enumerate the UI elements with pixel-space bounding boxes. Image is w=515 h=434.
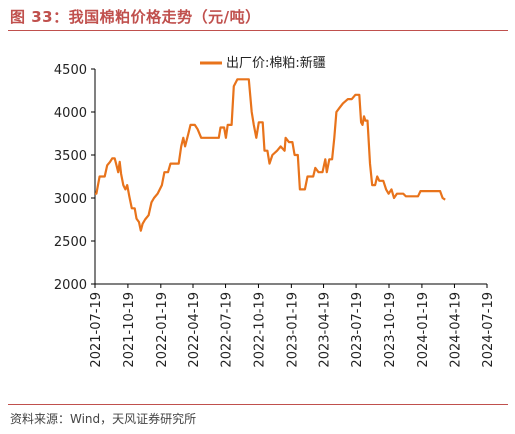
x-tick-label: 2023-07-19	[350, 292, 365, 368]
legend-label: 出厂价:棉粕:新疆	[226, 55, 326, 71]
title-divider	[8, 30, 508, 31]
y-tick-label: 4500	[54, 63, 87, 78]
x-tick-label: 2022-04-19	[187, 292, 202, 368]
x-tick-label: 2024-01-19	[416, 292, 431, 368]
figure-title: 图 33：我国棉粕价格走势（元/吨）	[10, 8, 261, 26]
y-tick-label: 2000	[54, 278, 87, 293]
y-axis-ticks: 2000 2500 3000 3500 4000 4500	[54, 63, 95, 293]
y-tick-label: 2500	[54, 235, 87, 250]
source-divider	[8, 404, 508, 405]
y-tick-label: 4000	[54, 106, 87, 121]
series-line	[95, 78, 446, 232]
x-tick-label: 2024-07-19	[481, 292, 496, 368]
x-tick-label: 2022-01-19	[155, 292, 170, 368]
x-tick-label: 2024-04-19	[448, 292, 463, 368]
x-tick-label: 2021-10-19	[122, 292, 137, 368]
y-tick-label: 3000	[54, 192, 87, 207]
x-tick-label: 2021-07-19	[89, 292, 104, 368]
y-tick-label: 3500	[54, 149, 87, 164]
x-tick-label: 2022-10-19	[252, 292, 267, 368]
x-tick-label: 2023-04-19	[318, 292, 333, 368]
x-axis-ticks: 2021-07-19 2021-10-19 2022-01-19 2022-04-19…	[89, 284, 496, 368]
x-tick-label: 2023-10-19	[383, 292, 398, 368]
legend: 出厂价:棉粕:新疆	[200, 55, 326, 71]
x-tick-label: 2022-07-19	[220, 292, 235, 368]
x-tick-label: 2023-01-19	[285, 292, 300, 368]
figure-source: 资料来源：Wind，天风证券研究所	[10, 412, 197, 426]
